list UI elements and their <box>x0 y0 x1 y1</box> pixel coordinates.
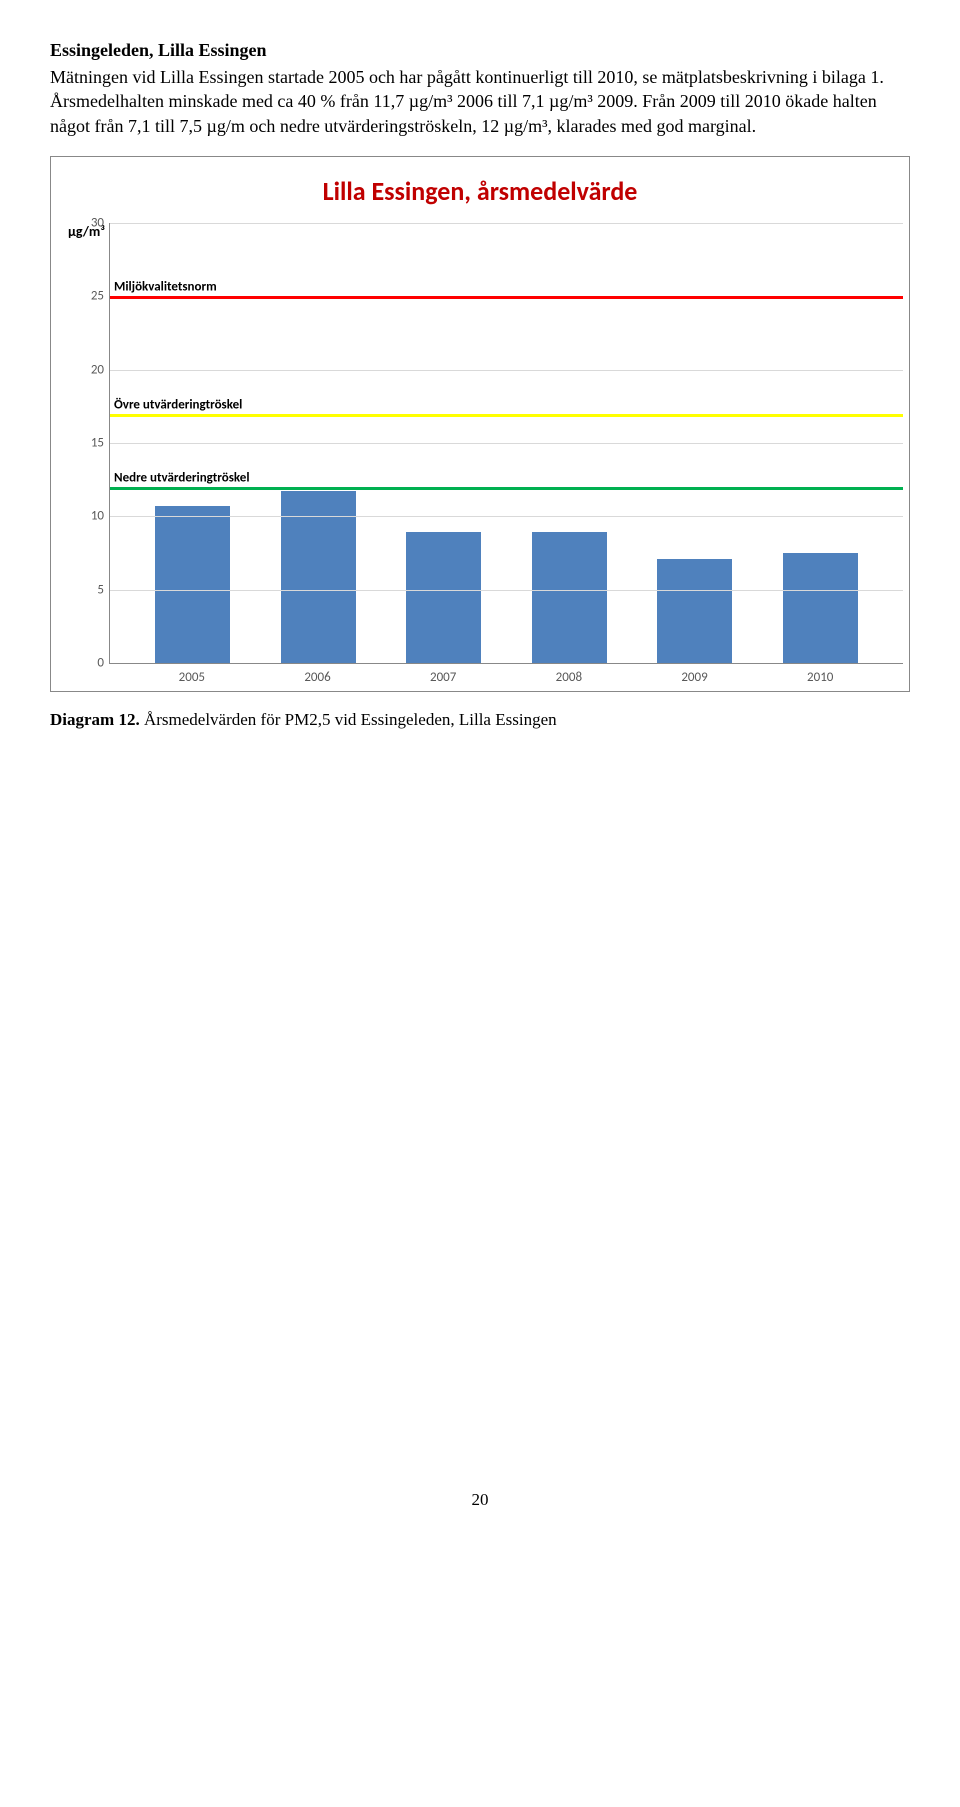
chart-bar <box>532 532 607 663</box>
section-heading: Essingeleden, Lilla Essingen <box>50 40 910 61</box>
chart-threshold-label: Nedre utvärderingtröskel <box>114 470 250 485</box>
chart-threshold-line <box>110 487 903 490</box>
chart-bar <box>155 506 230 663</box>
chart-gridline <box>110 516 903 517</box>
chart-threshold-label: Miljökvalitetsnorm <box>114 280 217 295</box>
chart-y-tick-label: 15 <box>91 435 110 450</box>
chart-threshold-line <box>110 296 903 299</box>
chart-y-tick-label: 5 <box>97 582 110 597</box>
chart-y-tick-label: 30 <box>91 215 110 230</box>
chart-plot-area: 051015202530MiljökvalitetsnormÖvre utvär… <box>109 223 903 664</box>
chart-gridline <box>110 443 903 444</box>
chart-threshold-line <box>110 414 903 417</box>
chart-x-tick-label: 2009 <box>632 664 758 685</box>
chart-bar <box>783 553 858 663</box>
chart-y-tick-label: 25 <box>91 289 110 304</box>
chart-x-tick-label: 2006 <box>255 664 381 685</box>
chart-container: Lilla Essingen, årsmedelvärde µg/m³ 0510… <box>50 156 910 692</box>
chart-title: Lilla Essingen, årsmedelvärde <box>57 175 903 207</box>
chart-gridline <box>110 590 903 591</box>
page-number: 20 <box>50 1490 910 1510</box>
chart-x-tick-label: 2008 <box>506 664 632 685</box>
section-paragraph: Mätningen vid Lilla Essingen startade 20… <box>50 65 910 138</box>
chart-gridline <box>110 223 903 224</box>
figure-caption: Diagram 12. Årsmedelvärden för PM2,5 vid… <box>50 710 910 730</box>
chart-bar <box>657 559 732 663</box>
chart-threshold-label: Övre utvärderingtröskel <box>114 397 242 412</box>
chart-bar <box>406 532 481 663</box>
chart-y-tick-label: 10 <box>91 509 110 524</box>
figure-caption-text: Årsmedelvärden för PM2,5 vid Essingelede… <box>140 710 557 729</box>
chart-y-tick-label: 20 <box>91 362 110 377</box>
chart-x-tick-label: 2010 <box>757 664 883 685</box>
chart-plot-row: µg/m³ 051015202530MiljökvalitetsnormÖvre… <box>57 223 903 664</box>
chart-x-axis: 200520062007200820092010 <box>105 664 903 685</box>
figure-caption-number: Diagram 12. <box>50 710 140 729</box>
chart-y-tick-label: 0 <box>97 655 110 670</box>
chart-x-tick-label: 2005 <box>129 664 255 685</box>
chart-gridline <box>110 370 903 371</box>
chart-x-tick-label: 2007 <box>380 664 506 685</box>
